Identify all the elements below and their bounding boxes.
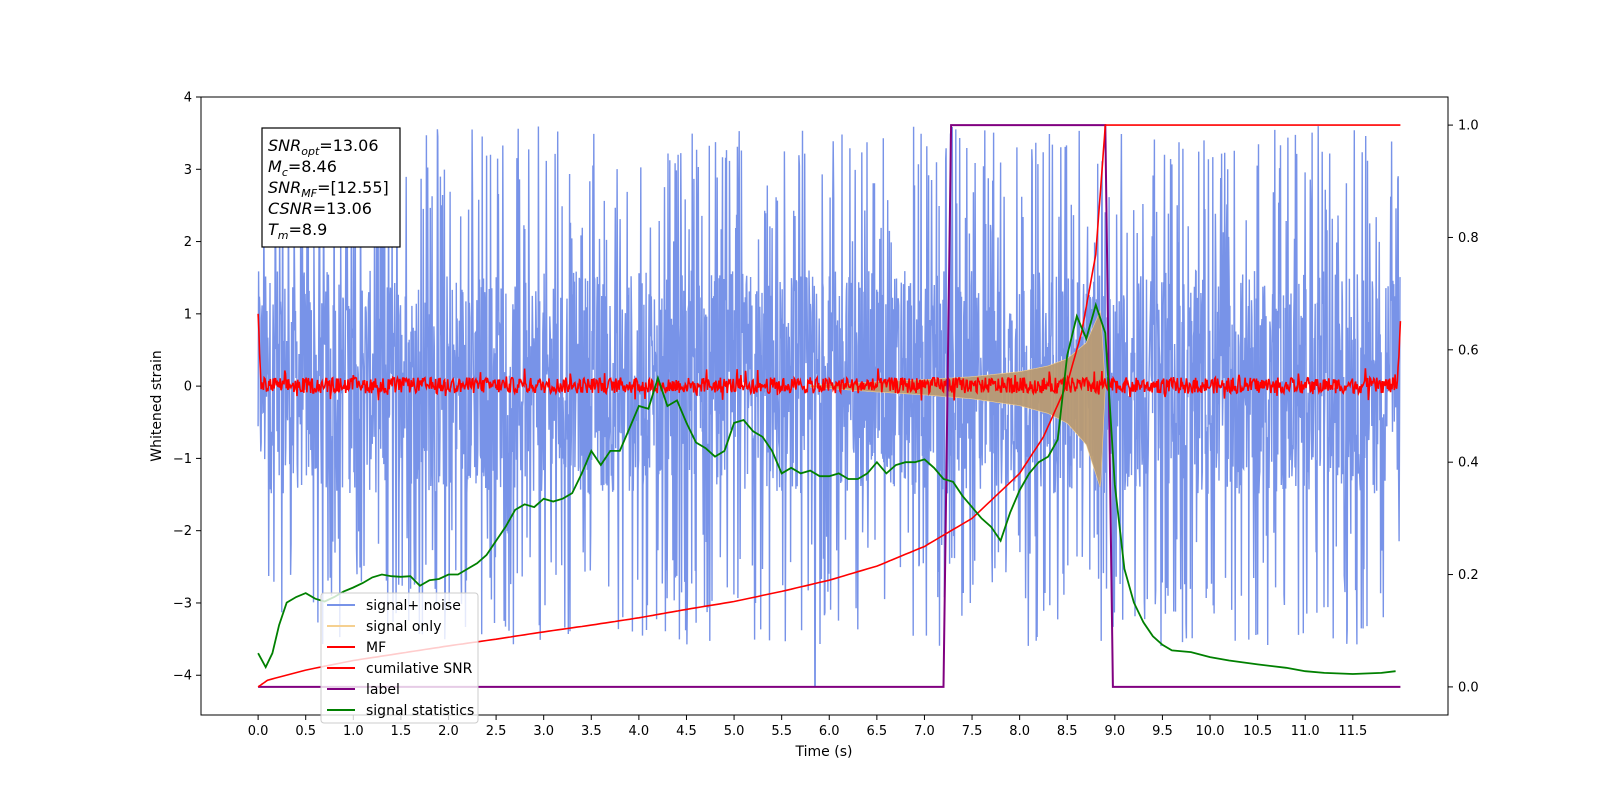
y-axis-label: Whitened strain: [149, 350, 165, 461]
annotation-line: SNRopt=13.06: [268, 136, 379, 158]
label-line: [258, 124, 1401, 688]
legend-entry: MF: [366, 640, 386, 656]
series-signal-noise: [257, 126, 1401, 687]
x-tick-label: 11.5: [1338, 724, 1367, 739]
y-tick-label: 4: [184, 91, 192, 106]
signal-noise-line: [257, 126, 1401, 687]
signal-statistics-line: [257, 301, 1396, 675]
x-tick-label: 8.0: [1009, 724, 1030, 739]
series-mf: [257, 313, 1402, 401]
legend-entry: cumilative SNR: [366, 661, 473, 677]
y2-tick-label: 1.0: [1458, 119, 1479, 134]
x-tick-label: 6.0: [819, 724, 840, 739]
x-tick-label: 7.5: [962, 724, 983, 739]
x-tick-label: 5.0: [724, 724, 745, 739]
x-tick-label: 10.0: [1196, 724, 1225, 739]
x-tick-label: 0.0: [248, 724, 269, 739]
x-tick-label: 9.0: [1104, 724, 1125, 739]
x-axis-label: Time (s): [795, 744, 853, 760]
x-tick-label: 1.0: [343, 724, 364, 739]
x-tick-label: 1.5: [391, 724, 412, 739]
legend-entry: signal statistics: [366, 703, 474, 719]
annotation-line: CSNR=13.06: [268, 199, 372, 218]
y-axis-right: 1.0 0.8 0.6 0.4 0.2 0.0: [1448, 119, 1479, 695]
x-tick-label: 7.0: [914, 724, 935, 739]
y2-tick-label: 0.0: [1458, 680, 1479, 695]
plot-frame: [200, 96, 1449, 716]
x-tick-label: 10.5: [1243, 724, 1272, 739]
x-tick-label: 3.5: [581, 724, 602, 739]
x-tick-label: 6.5: [867, 724, 888, 739]
y-tick-label: 0: [184, 380, 192, 395]
y2-tick-label: 0.6: [1458, 343, 1479, 358]
x-axis: 0.0 0.5 1.0 1.5 2.0 2.5 3.0 3.5 4.0 4.5 5.0 5.5 6.0 6…: [248, 715, 1367, 739]
x-tick-label: 4.5: [676, 724, 697, 739]
legend-entry: label: [366, 682, 400, 698]
y2-tick-label: 0.4: [1458, 456, 1479, 471]
annotation-line: SNRMF=[12.55]: [268, 178, 389, 200]
y-tick-label: −1: [173, 452, 192, 467]
annotation-box: SNRopt=13.06Mc=8.46SNRMF=[12.55]CSNR=13.…: [261, 127, 401, 248]
y-tick-label: −2: [173, 524, 192, 539]
y2-tick-label: 0.2: [1458, 568, 1479, 583]
annotation-line: Tm=8.9: [268, 220, 327, 242]
annotation-line: Mc=8.46: [268, 157, 337, 179]
legend-entry: signal only: [366, 619, 441, 635]
x-tick-label: 9.5: [1152, 724, 1173, 739]
y-tick-label: 2: [184, 235, 192, 250]
x-tick-label: 2.5: [486, 724, 507, 739]
x-tick-label: 8.5: [1057, 724, 1078, 739]
y-axis-left: 4 3 2 1 0 −1 −2 −3 −4: [173, 91, 201, 684]
y-tick-label: −4: [173, 669, 192, 684]
x-tick-label: 3.0: [533, 724, 554, 739]
x-tick-label: 11.0: [1291, 724, 1320, 739]
y-tick-label: 1: [184, 307, 192, 322]
x-tick-label: 4.0: [629, 724, 650, 739]
mf-line: [257, 313, 1402, 401]
y2-tick-label: 0.8: [1458, 231, 1479, 246]
legend: signal+ noise signal only MF cumilative SNR…: [320, 592, 479, 724]
legend-entry: signal+ noise: [366, 598, 461, 614]
x-tick-label: 2.0: [438, 724, 459, 739]
y-tick-label: 3: [184, 163, 192, 178]
x-tick-label: 0.5: [295, 724, 316, 739]
x-tick-label: 5.5: [771, 724, 792, 739]
y-tick-label: −3: [173, 596, 192, 611]
